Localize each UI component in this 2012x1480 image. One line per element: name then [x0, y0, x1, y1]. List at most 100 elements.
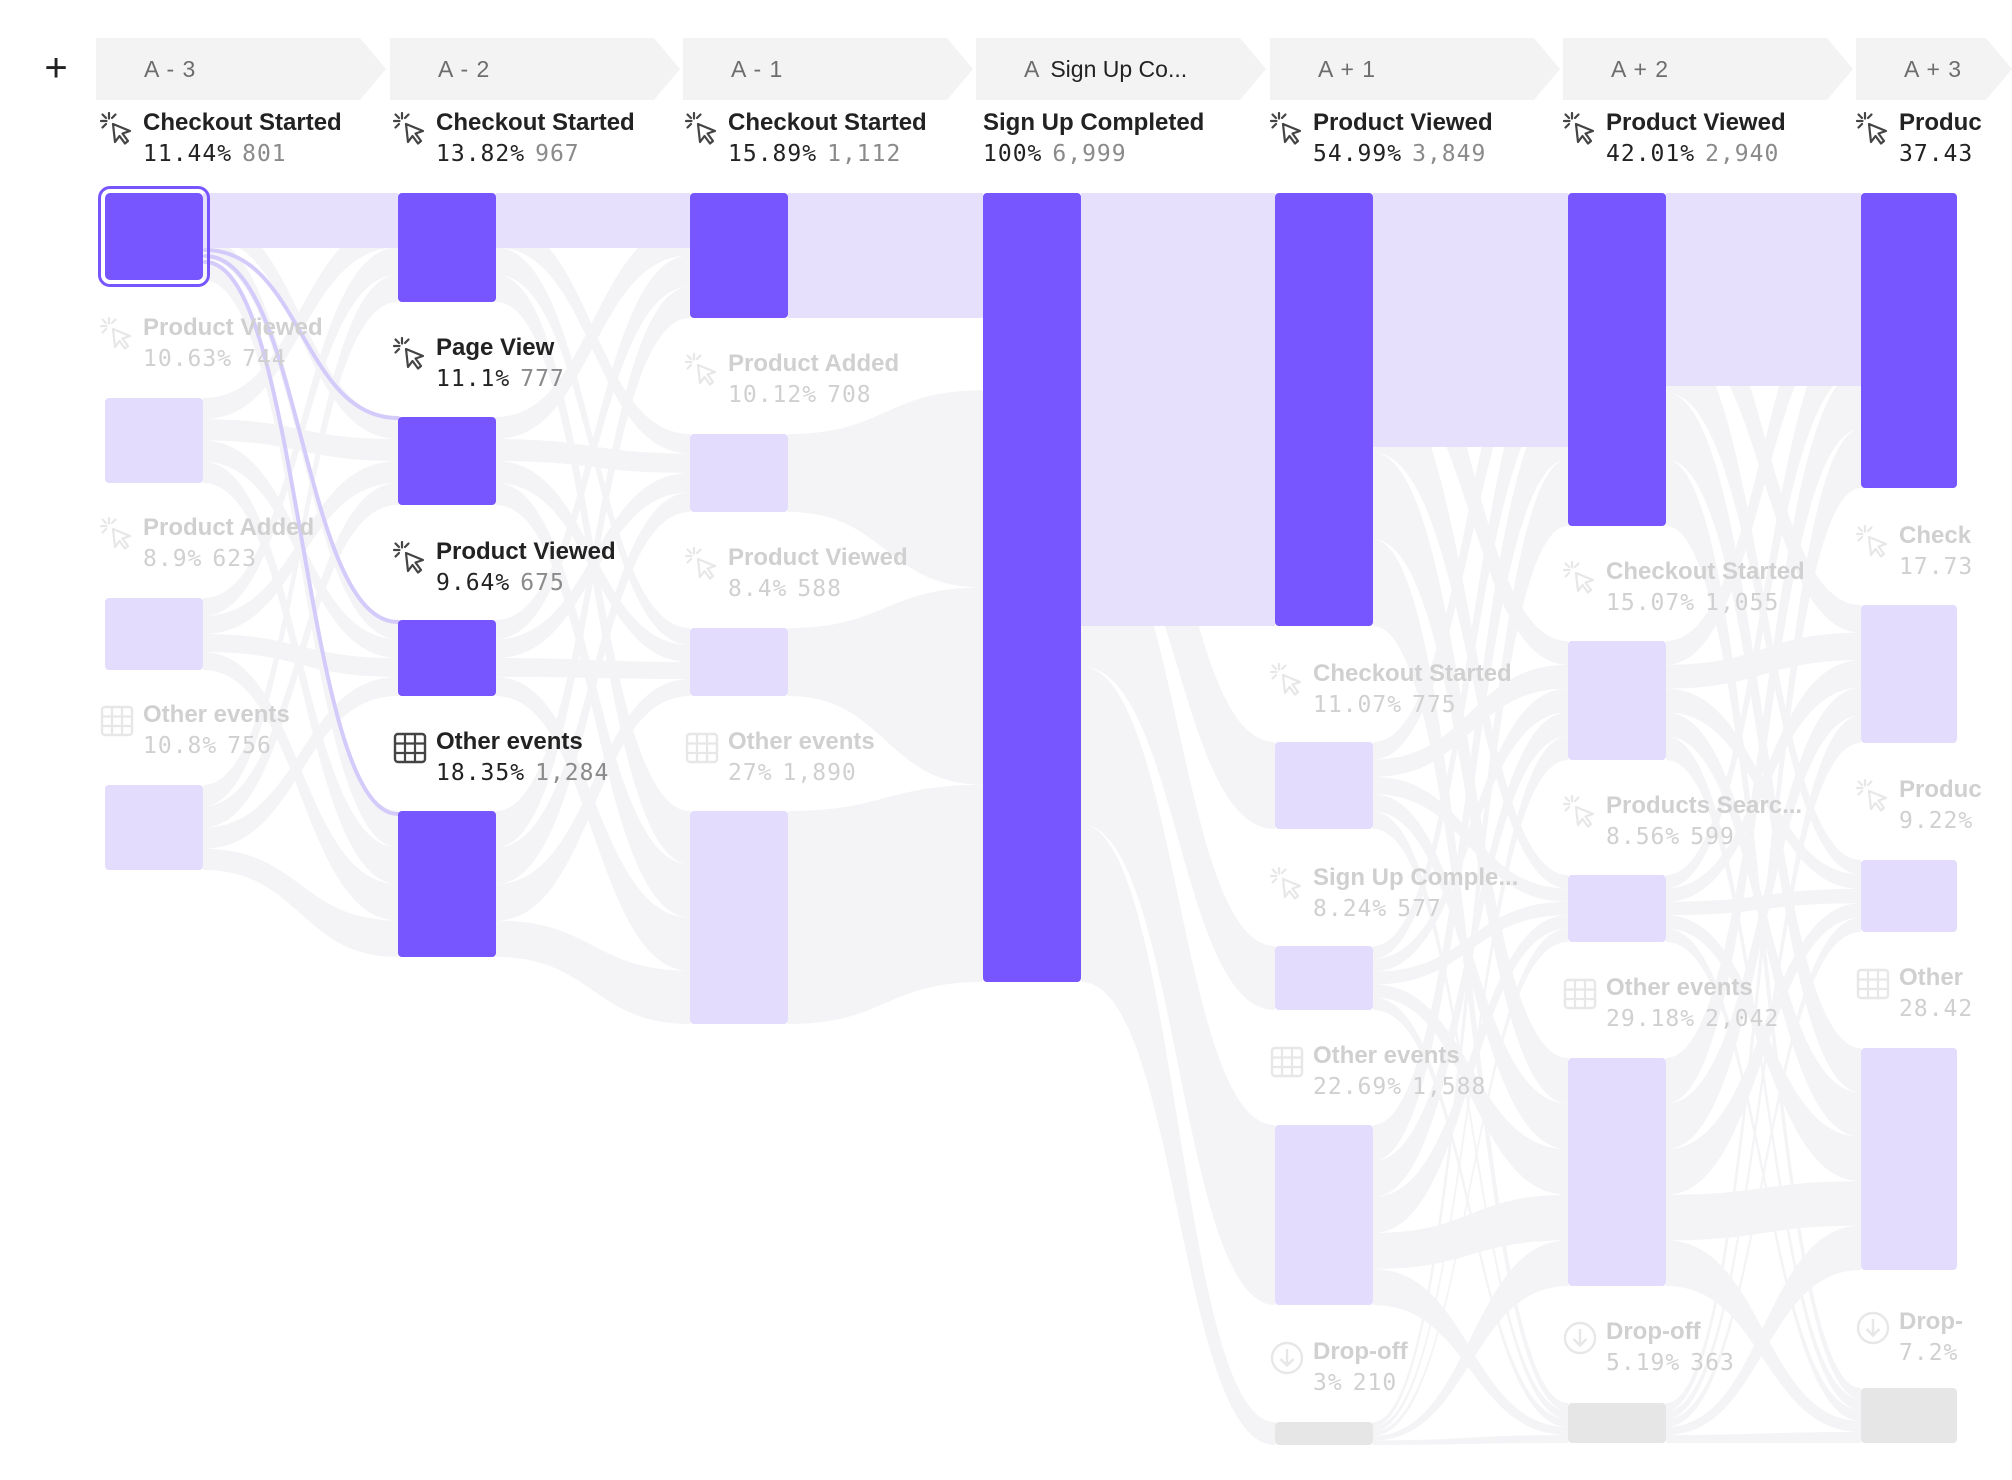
node-bar[interactable]	[690, 193, 788, 318]
flow-link-faint	[1373, 915, 1568, 1233]
node-label[interactable]: Drop- 7.2%	[1855, 1310, 2012, 1374]
node-bar[interactable]	[398, 417, 496, 505]
node-bar[interactable]	[1861, 1048, 1957, 1270]
node-label[interactable]: Product Viewed 54.99% 3,849	[1269, 111, 1549, 175]
node-label[interactable]: Checkout Started 13.82% 967	[392, 111, 672, 175]
flow-link-faint	[1666, 1225, 1861, 1435]
node-count: 967	[535, 141, 580, 167]
node-label[interactable]: Drop-off 3% 210	[1269, 1340, 1549, 1404]
node-stats: 7.2%	[1899, 1340, 1958, 1366]
node-bar[interactable]	[1861, 605, 1957, 743]
step-header-6[interactable]: A + 2	[1563, 38, 1853, 100]
node-stats: 17.73	[1899, 554, 1973, 580]
node-stats: 8.56% 599	[1606, 824, 1735, 850]
step-header-7[interactable]: A + 3	[1856, 38, 2012, 100]
node-bar[interactable]	[1568, 875, 1666, 942]
node-bar[interactable]	[1568, 1058, 1666, 1286]
node-bar[interactable]	[1568, 193, 1666, 526]
node-event-name: Other events	[728, 730, 875, 755]
node-stats: 9.22%	[1899, 808, 1973, 834]
node-label[interactable]: Product Added 10.12% 708	[684, 352, 964, 416]
node-event-name: Checkout Started	[143, 111, 342, 136]
node-label[interactable]: Other events 18.35% 1,284	[392, 730, 672, 794]
node-label[interactable]: Other 28.42	[1855, 966, 2012, 1030]
node-label[interactable]: Product Viewed 10.63% 744	[99, 316, 379, 380]
node-label[interactable]: Checkout Started 11.44% 801	[99, 111, 379, 175]
node-stats: 5.19% 363	[1606, 1350, 1735, 1376]
flow-link-faint	[1373, 736, 1568, 1432]
node-stats: 18.35% 1,284	[436, 760, 609, 786]
node-bar[interactable]	[983, 193, 1081, 982]
node-label[interactable]: Produc 9.22%	[1855, 778, 2012, 842]
node-label[interactable]: Check 17.73	[1855, 524, 2012, 588]
node-label[interactable]: Checkout Started 15.89% 1,112	[684, 111, 964, 175]
drop-off-bar[interactable]	[1861, 1388, 1957, 1443]
node-label[interactable]: Sign Up Comple... 8.24% 577	[1269, 866, 1549, 930]
node-bar[interactable]	[105, 598, 203, 670]
flow-link-faint	[1666, 311, 1861, 889]
node-label[interactable]: Product Viewed 42.01% 2,940	[1562, 111, 1842, 175]
node-percentage: 10.8%	[143, 733, 218, 759]
node-bar[interactable]	[398, 620, 496, 696]
node-event-name: Sign Up Comple...	[1313, 866, 1519, 891]
node-label[interactable]: Produc 37.43	[1855, 111, 2012, 175]
node-label[interactable]: Product Added 8.9% 623	[99, 516, 379, 580]
grid-icon	[1269, 1044, 1305, 1080]
node-bar[interactable]	[1275, 193, 1373, 626]
node-bar[interactable]	[398, 811, 496, 957]
node-bar[interactable]	[398, 193, 496, 302]
node-label[interactable]: Other events 22.69% 1,588	[1269, 1044, 1549, 1108]
node-stats: 37.43	[1899, 141, 1973, 167]
node-label[interactable]: Drop-off 5.19% 363	[1562, 1320, 1842, 1384]
flow-link-faint	[1373, 997, 1568, 1427]
flow-link-faint	[203, 483, 398, 828]
step-header-4[interactable]: A Sign Up Co...	[976, 38, 1266, 100]
node-bar[interactable]	[1861, 193, 1957, 488]
node-label[interactable]: Checkout Started 15.07% 1,055	[1562, 560, 1842, 624]
node-percentage: 27%	[728, 760, 773, 786]
node-label[interactable]: Product Viewed 9.64% 675	[392, 540, 672, 604]
node-bar[interactable]	[105, 785, 203, 870]
click-cursor-icon	[1855, 524, 1891, 560]
node-bar[interactable]	[105, 398, 203, 483]
add-step-button[interactable]: +	[38, 48, 74, 88]
flow-link-faint	[1081, 508, 1275, 1010]
click-cursor-icon	[99, 316, 135, 352]
step-header-5[interactable]: A + 1	[1270, 38, 1560, 100]
node-bar[interactable]	[1861, 860, 1957, 932]
node-event-name: Produc	[1899, 111, 1982, 136]
node-bar[interactable]	[690, 811, 788, 1024]
node-event-name: Check	[1899, 524, 1972, 549]
flow-link-faint	[203, 848, 398, 957]
node-label[interactable]: Other events 27% 1,890	[684, 730, 964, 794]
node-bar[interactable]	[1275, 1125, 1373, 1305]
node-event-name: Drop-	[1899, 1310, 1963, 1335]
step-header-1[interactable]: A - 3	[96, 38, 386, 100]
drop-off-bar[interactable]	[1275, 1422, 1373, 1445]
drop-off-bar[interactable]	[1568, 1403, 1666, 1443]
node-count: 577	[1397, 896, 1442, 922]
node-stats: 11.1% 777	[436, 366, 565, 392]
step-header-2[interactable]: A - 2	[390, 38, 680, 100]
node-bar[interactable]	[1275, 946, 1373, 1010]
flow-link-faint	[203, 677, 398, 849]
node-bar[interactable]	[98, 186, 210, 287]
node-label[interactable]: Other events 29.18% 2,042	[1562, 976, 1842, 1040]
node-bar[interactable]	[1275, 742, 1373, 829]
node-label[interactable]: Page View 11.1% 777	[392, 336, 672, 400]
node-event-name: Product Viewed	[143, 316, 323, 341]
node-stats: 15.07% 1,055	[1606, 590, 1779, 616]
node-label[interactable]: Checkout Started 11.07% 775	[1269, 662, 1549, 726]
node-bar[interactable]	[690, 434, 788, 512]
step-header-3[interactable]: A - 1	[683, 38, 973, 100]
node-stats: 15.89% 1,112	[728, 141, 901, 167]
flow-link-faint	[1666, 660, 1861, 902]
node-percentage: 13.82%	[436, 141, 526, 167]
node-bar[interactable]	[690, 628, 788, 696]
node-label[interactable]: Products Searc... 8.56% 599	[1562, 794, 1842, 858]
node-label[interactable]: Product Viewed 8.4% 588	[684, 546, 964, 610]
node-label[interactable]: Sign Up Completed 100% 6,999	[983, 111, 1263, 175]
node-stats: 8.24% 577	[1313, 896, 1442, 922]
node-label[interactable]: Other events 10.8% 756	[99, 703, 379, 767]
node-bar[interactable]	[1568, 641, 1666, 760]
